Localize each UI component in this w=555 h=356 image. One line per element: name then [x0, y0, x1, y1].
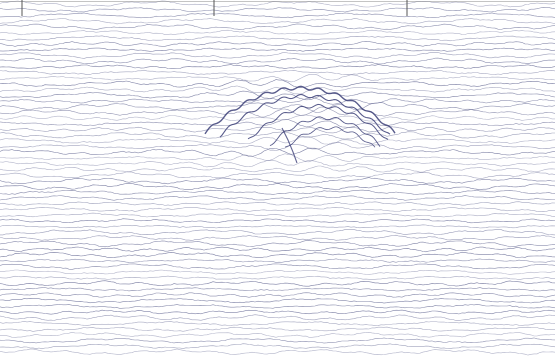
radar-trace: [0, 337, 555, 344]
top-tick-marks: [0, 0, 555, 16]
radar-trace: [0, 136, 555, 145]
radar-trace: [0, 207, 555, 213]
radar-trace: [0, 171, 555, 179]
radar-trace: [0, 177, 555, 185]
radar-trace: [0, 314, 555, 321]
radar-trace: [0, 131, 555, 140]
radar-trace: [0, 280, 555, 287]
radar-trace: [0, 212, 555, 218]
radar-trace: [0, 35, 555, 42]
radar-trace: [0, 6, 555, 13]
radar-trace: [0, 12, 555, 19]
radar-trace: [0, 275, 555, 281]
radar-trace: [0, 320, 555, 327]
radar-trace: [0, 69, 555, 76]
radar-trace: [0, 147, 555, 157]
reflector-arc: [269, 116, 381, 147]
radar-trace: [0, 263, 555, 270]
reflector-arc: [284, 126, 376, 148]
radar-trace: [0, 224, 555, 229]
radar-trace: [0, 52, 555, 59]
radar-trace: [0, 47, 555, 52]
radar-trace: [0, 183, 555, 191]
radar-trace: [0, 348, 555, 356]
radar-trace: [0, 0, 555, 8]
reflector-arc: [204, 85, 396, 135]
radar-trace: [0, 40, 555, 47]
radar-trace: [0, 218, 555, 224]
radar-trace: [0, 246, 555, 253]
radar-trace: [0, 18, 555, 25]
radar-trace: [0, 309, 555, 315]
radar-trace: [0, 101, 555, 113]
radar-trace: [0, 229, 555, 236]
radar-trace: [0, 97, 555, 105]
radar-trace: [0, 251, 555, 258]
radar-trace: [0, 64, 555, 70]
radar-trace: [0, 258, 555, 263]
radar-trace: [0, 326, 555, 332]
radar-trace: [0, 269, 555, 275]
radar-trace: [0, 159, 555, 168]
radar-trace: [0, 331, 555, 338]
radar-trace: [0, 79, 555, 89]
reflector-tail: [281, 127, 298, 164]
radar-trace: [0, 240, 555, 248]
radar-trace: [0, 234, 555, 241]
radar-trace: [0, 85, 555, 95]
radar-trace: [0, 201, 555, 206]
radar-trace: [0, 343, 555, 350]
reflector-arc: [219, 94, 391, 138]
hyperbolic-reflector: [204, 85, 396, 164]
radar-trace: [0, 298, 555, 304]
reflector-arc: [247, 103, 389, 140]
radar-trace: [0, 292, 555, 298]
radar-trace: [0, 165, 555, 173]
radar-trace: [0, 304, 555, 309]
radar-trace: [0, 126, 555, 134]
radar-trace: [0, 119, 555, 128]
radar-trace: [0, 287, 555, 292]
radar-trace: [0, 189, 555, 195]
radar-trace: [0, 153, 555, 163]
radar-trace: [0, 57, 555, 65]
radar-trace: [0, 74, 555, 83]
radar-trace: [0, 29, 555, 36]
radar-trace: [0, 114, 555, 122]
radar-trace: [0, 141, 555, 151]
radar-trace: [0, 23, 555, 31]
radar-trace: [0, 90, 555, 101]
radar-trace: [0, 195, 555, 201]
radar-trace: [0, 106, 555, 118]
